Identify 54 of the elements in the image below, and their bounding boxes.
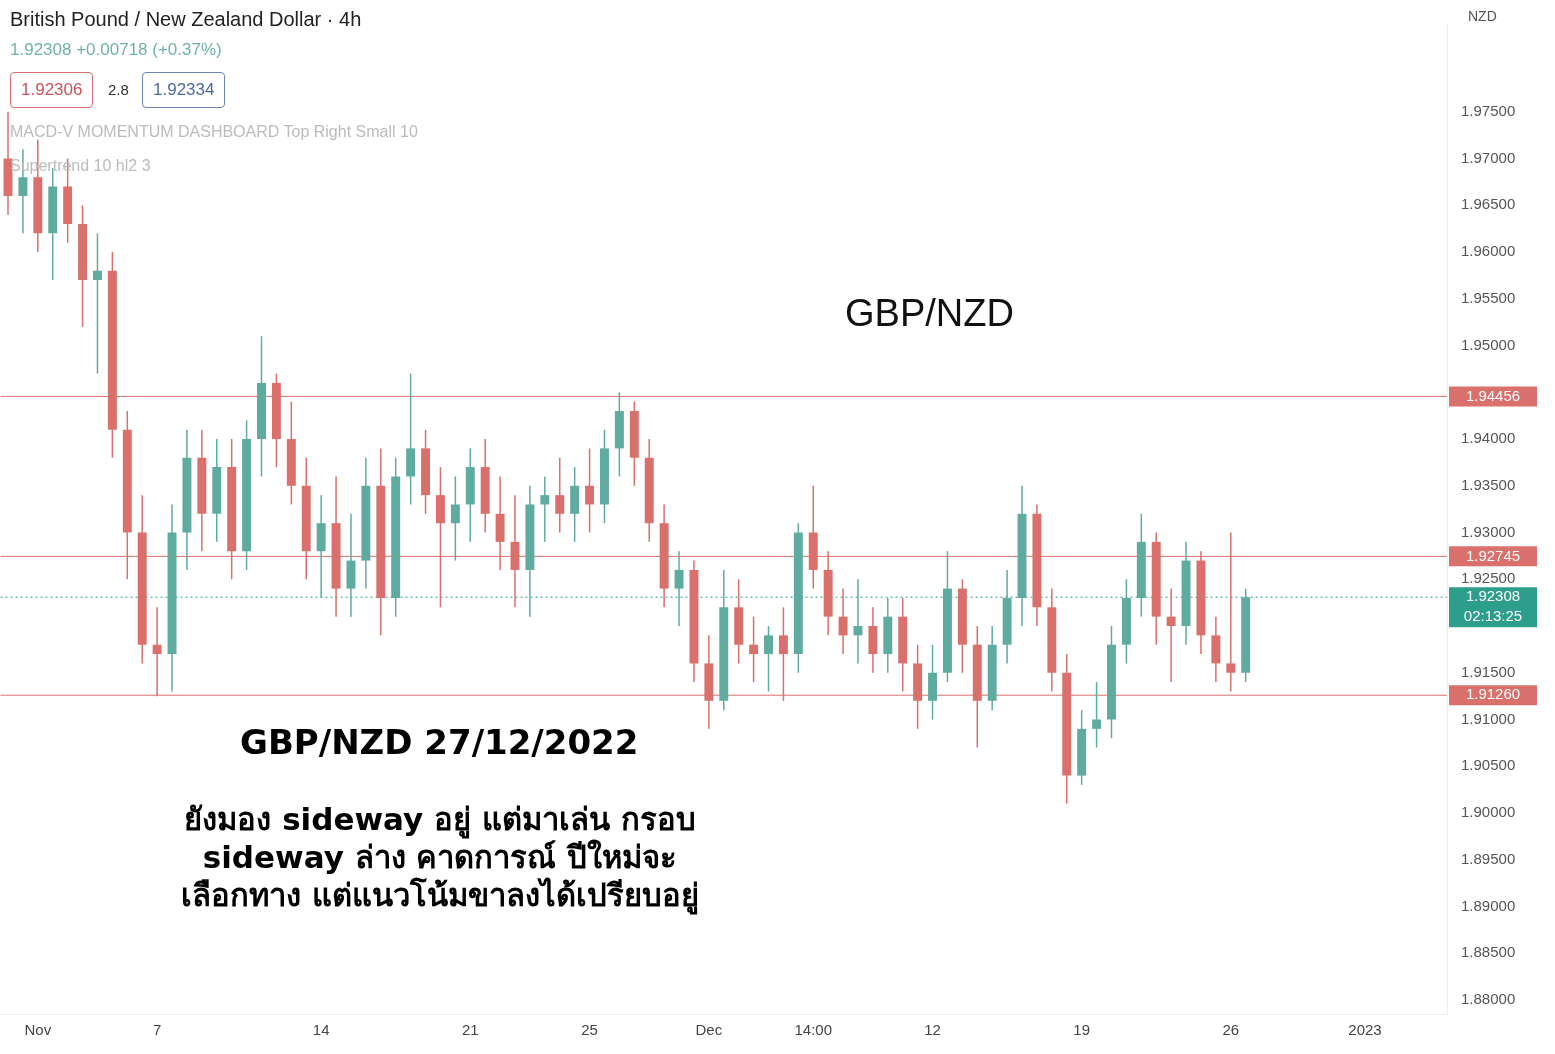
x-tick-label: 19 [1073,1021,1090,1039]
candlestick [1166,587,1176,683]
y-tick-label: 1.90000 [1461,803,1516,821]
y-tick-label: 1.93000 [1461,522,1516,540]
y-tick-label: 1.92500 [1461,569,1516,587]
y-tick-label: 1.97000 [1461,148,1516,166]
y-tick-label: 1.93500 [1461,475,1516,493]
candlestick [764,625,773,693]
x-tick-label: 21 [461,1021,479,1039]
annotation: MACD-V MOMENTUM DASHBOARD Top Right Small 10 [10,123,418,141]
x-tick-label: Dec [695,1021,723,1039]
candlestick [749,615,759,683]
candlestick [674,550,684,627]
annotation: ยังมอง sideway อยู่ แต่มาเล่น กรอบ sideway ล่าง คาดการณ์ ปีใหม่จะเลือกทาง แต่แนวโน้มขาลงได้เปรียบอยู่ [180,800,700,914]
y-tick-label: 1.96000 [1461,242,1516,260]
ref-line-label: 1.92308 02:13:25 [1463,587,1523,625]
candlestick [585,447,595,534]
x-tick-label: 2023 [1348,1021,1382,1039]
y-tick-label: 1.89000 [1461,896,1516,914]
annotation: 1.92306 [10,72,94,108]
candlestick [540,475,550,543]
annotation: 2.8 [108,81,129,98]
y-tick-label: 1.91000 [1461,709,1516,727]
y-tick-label: 1.88500 [1461,943,1516,961]
y-tick-label: 1.88000 [1461,990,1516,1008]
candlestick [838,587,848,655]
ref-line-label: 1.92745 [1465,546,1521,564]
candlestick [1092,681,1102,749]
x-tick-label: 7 [152,1021,162,1039]
annotation: GBP/NZD 27/12/2022 [240,722,639,762]
candlestick [450,475,460,562]
y-tick-label: 1.90500 [1461,756,1516,774]
y-tick-label: 1.97500 [1461,101,1516,119]
candlestick [93,232,102,375]
chart-title: British Pound / New Zealand Dollar · 4h [10,8,362,31]
x-tick-label: 14:00 [794,1021,833,1039]
text: 1.92308 +0.00718 (+0.37%) [10,40,222,60]
x-tick-label: Nov [24,1021,52,1039]
ref-line-label: 1.94456 [1465,386,1521,404]
annotation: GBP/NZD [845,292,1014,335]
x-tick-label: 14 [312,1021,330,1039]
x-tick-label: 26 [1222,1021,1240,1039]
x-tick-label: 12 [924,1021,941,1039]
y-tick-label: 1.89500 [1461,849,1516,867]
y-tick-label: 1.95500 [1461,288,1516,306]
candlestick [555,456,565,534]
y-tick-label: 1.91500 [1461,662,1516,680]
y-tick-label: 1.96500 [1461,195,1516,213]
text: NZD [1468,8,1497,24]
annotation: 1.92334 [142,72,226,108]
y-tick-label: 1.95000 [1461,335,1516,353]
y-tick-label: 1.94000 [1461,429,1516,447]
ref-line-label: 1.91260 [1465,685,1521,703]
x-tick-label: 25 [581,1021,598,1039]
